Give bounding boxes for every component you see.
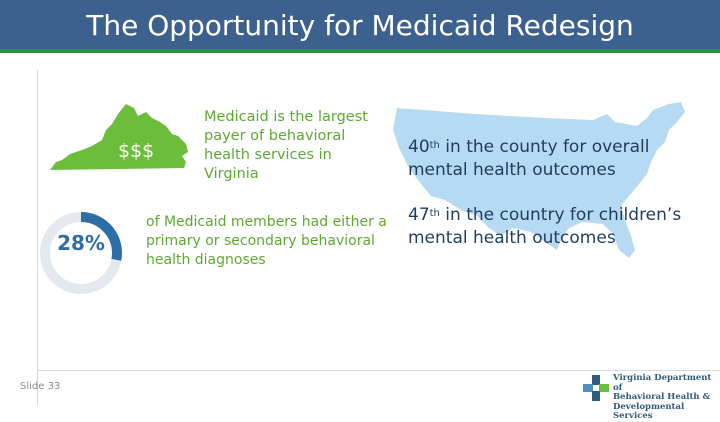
logo-line-3: Developmental Services [613, 401, 685, 421]
usa-map [385, 100, 705, 305]
left-divider [37, 70, 38, 405]
county-ranking-statement: 40th in the county for overall mental he… [408, 136, 708, 182]
virginia-map-icon [50, 104, 188, 170]
usa-map-icon [393, 102, 685, 258]
payer-statement: Medicaid is the largest payer of behavio… [204, 109, 368, 182]
country-rank-suffix: th [429, 208, 440, 219]
dbhds-logo-text: Virginia Department of Behavioral Health… [613, 373, 720, 422]
members-statement: of Medicaid members had either a primary… [146, 214, 387, 268]
country-rank: 47 [408, 205, 430, 225]
members-percent-ring: 28% [36, 208, 126, 298]
dbhds-logo-icon [583, 375, 609, 401]
virginia-map: $$$ [48, 100, 190, 177]
slide-title: The Opportunity for Medicaid Redesign [86, 9, 634, 42]
country-ranking-statement: 47th in the country for children’s menta… [408, 204, 698, 250]
payer-dollar-signs: $$$ [118, 140, 155, 162]
county-rank-suffix: th [429, 140, 440, 151]
logo-line-1: Virginia Department of [613, 373, 712, 393]
dbhds-logo: Virginia Department of Behavioral Health… [583, 372, 720, 421]
logo-line-2: Behavioral Health & [613, 392, 711, 402]
county-text: in the county for overall mental health … [408, 137, 650, 180]
county-rank: 40 [408, 137, 430, 157]
country-text: in the country for children’s mental hea… [408, 205, 682, 248]
slide-number: Slide 33 [20, 381, 61, 392]
title-bar: The Opportunity for Medicaid Redesign [0, 0, 720, 53]
members-percent: 28% [57, 231, 105, 255]
progress-ring-icon [40, 212, 122, 294]
footer-divider [37, 370, 720, 371]
